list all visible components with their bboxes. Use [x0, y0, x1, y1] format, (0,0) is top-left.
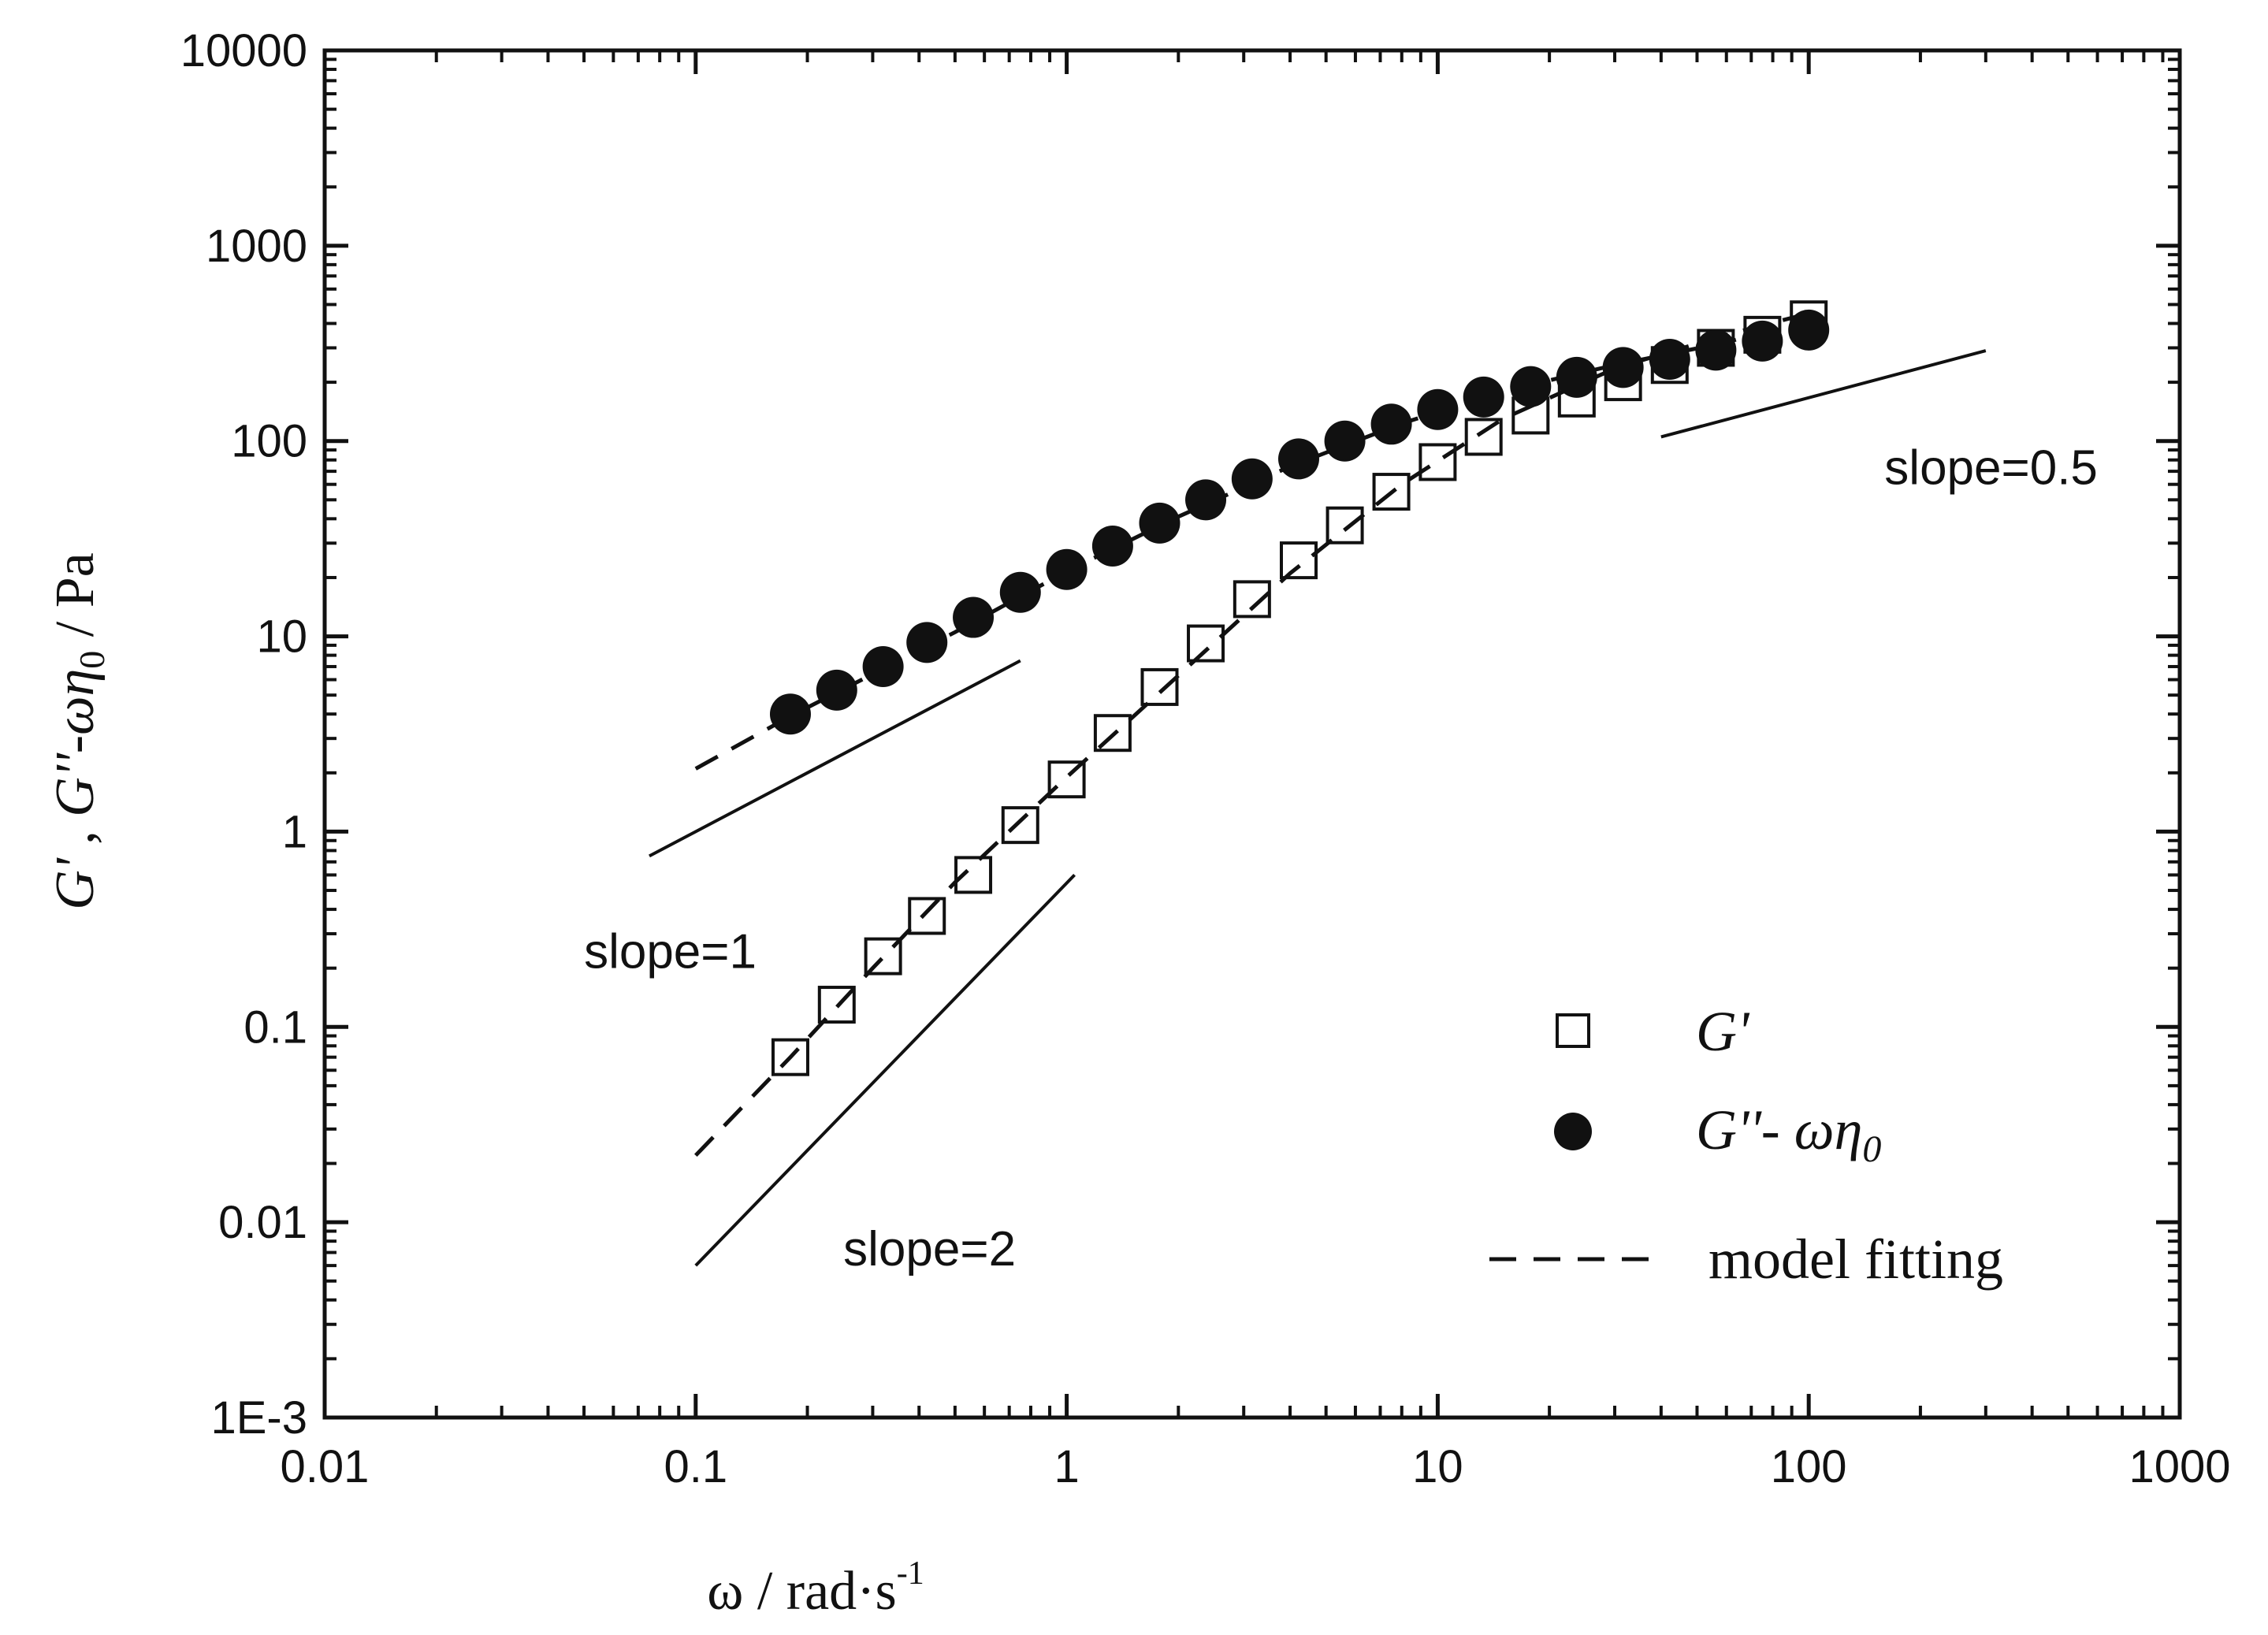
- g-double-prime-point: [1742, 320, 1783, 362]
- g-double-prime-point: [769, 693, 811, 735]
- g-prime-point: [1233, 580, 1271, 619]
- g-prime-point: [1187, 624, 1225, 663]
- y-tick-label-0-01: 0.01: [218, 1197, 307, 1248]
- plot-frame: [322, 48, 2182, 1420]
- x-tick-label-0-1: 0.1: [664, 1441, 727, 1492]
- g-prime-point: [817, 986, 856, 1024]
- g-prime-point: [1279, 541, 1318, 580]
- g-double-prime-point: [1602, 347, 1644, 388]
- g-double-prime-point: [1788, 309, 1830, 351]
- slope-label-slope-1: slope=1: [584, 925, 757, 979]
- y-tick-label-1e-3: 1E-3: [210, 1392, 307, 1444]
- g-prime-point: [1140, 667, 1179, 706]
- slope-label-slope-2: slope=2: [843, 1222, 1016, 1276]
- x-tick-label-100: 100: [1771, 1441, 1847, 1492]
- x-tick-label-0-01: 0.01: [281, 1441, 370, 1492]
- g-double-prime-point: [1695, 329, 1737, 371]
- x-axis-title: ω / rad·s-1: [707, 1555, 924, 1622]
- y-axis-title: G' , G''-ωη0 / Pa: [45, 552, 112, 909]
- g-prime-point: [1047, 760, 1086, 799]
- g-prime-point: [1001, 806, 1039, 845]
- legend-marker-g-double-prime: [1554, 1113, 1592, 1150]
- y-tick-label-10000: 10000: [180, 25, 307, 76]
- g-prime-point: [908, 897, 946, 935]
- g-double-prime-point: [1277, 438, 1319, 480]
- slope-line-slope-2: [694, 874, 1076, 1267]
- g-double-prime-point: [1185, 479, 1227, 521]
- data-points: [769, 300, 1830, 1076]
- g-double-prime-point: [1556, 356, 1597, 398]
- y-tick-label-1: 1: [282, 806, 307, 857]
- g-double-prime-point: [862, 645, 904, 687]
- legend: G' G''- ωη0 model fitting: [1489, 1000, 2003, 1291]
- y-tick-label-0-1: 0.1: [244, 1001, 307, 1053]
- g-double-prime-point: [816, 669, 857, 711]
- g-double-prime-point: [906, 622, 948, 663]
- y-axis-title-g2: G'': [45, 752, 106, 817]
- g-prime-point: [771, 1038, 809, 1076]
- g-double-prime-point: [953, 596, 995, 638]
- axis-tick-labels: 0.01 0.1 1 10 100 10001E-30.010.1110100100010…: [180, 25, 2231, 1492]
- g-prime-point: [1464, 418, 1503, 456]
- x-tick-label-1000: 1000: [2129, 1441, 2230, 1492]
- y-axis-title-unit: / Pa: [45, 552, 106, 650]
- g-double-prime-point: [1370, 403, 1412, 445]
- g-double-prime-point: [1324, 420, 1366, 462]
- slope-guide-lines: slope=1 slope=2 slope=0.5: [584, 349, 2098, 1276]
- g-prime-point: [954, 856, 993, 894]
- g-prime-point: [1418, 443, 1457, 481]
- legend-label-g-double-prime-sub: 0: [1862, 1128, 1881, 1170]
- g-double-prime-point: [999, 571, 1041, 613]
- y-axis-title-minus: -: [45, 735, 106, 753]
- g-prime-point: [1325, 506, 1364, 544]
- y-axis-title-omega-eta: ωη: [45, 669, 106, 735]
- legend-label-model-fitting: model fitting: [1708, 1228, 2003, 1291]
- x-tick-label-10: 10: [1412, 1441, 1463, 1492]
- g-double-prime-point: [1139, 502, 1180, 544]
- y-axis-title-g1: G': [45, 857, 106, 910]
- slope-line-slope-1: [649, 659, 1021, 858]
- y-axis-title-sep: ,: [45, 817, 106, 859]
- y-tick-label-1000: 1000: [206, 221, 307, 272]
- g-double-prime-point: [1463, 376, 1504, 418]
- legend-label-g-double-prime-main: G''- ωη: [1696, 1098, 1862, 1161]
- g-prime-point: [1372, 473, 1411, 511]
- x-tick-label-1: 1: [1054, 1441, 1079, 1492]
- g-double-prime-point: [1091, 525, 1133, 567]
- g-double-prime-point: [1649, 339, 1690, 381]
- legend-label-g-double-prime: G''- ωη0: [1696, 1098, 1881, 1170]
- g-prime-point: [864, 937, 902, 975]
- legend-label-g-prime: G': [1696, 1000, 1750, 1063]
- x-axis-title-main: ω / rad·s: [707, 1561, 896, 1622]
- g-double-prime-point: [1046, 548, 1088, 590]
- g-double-prime-point: [1231, 458, 1273, 500]
- y-axis-title-sub: 0: [72, 651, 112, 669]
- g-prime-point: [1093, 714, 1132, 752]
- slope-line-slope-0-5: [1660, 349, 1987, 439]
- x-axis-title-sup: -1: [897, 1555, 924, 1592]
- y-tick-label-100: 100: [231, 416, 307, 467]
- slope-label-slope-0-5: slope=0.5: [1884, 441, 2098, 496]
- legend-marker-g-prime: [1556, 1013, 1590, 1048]
- g-double-prime-point: [1417, 388, 1459, 430]
- y-tick-label-10: 10: [256, 611, 307, 663]
- g-double-prime-point: [1510, 366, 1552, 407]
